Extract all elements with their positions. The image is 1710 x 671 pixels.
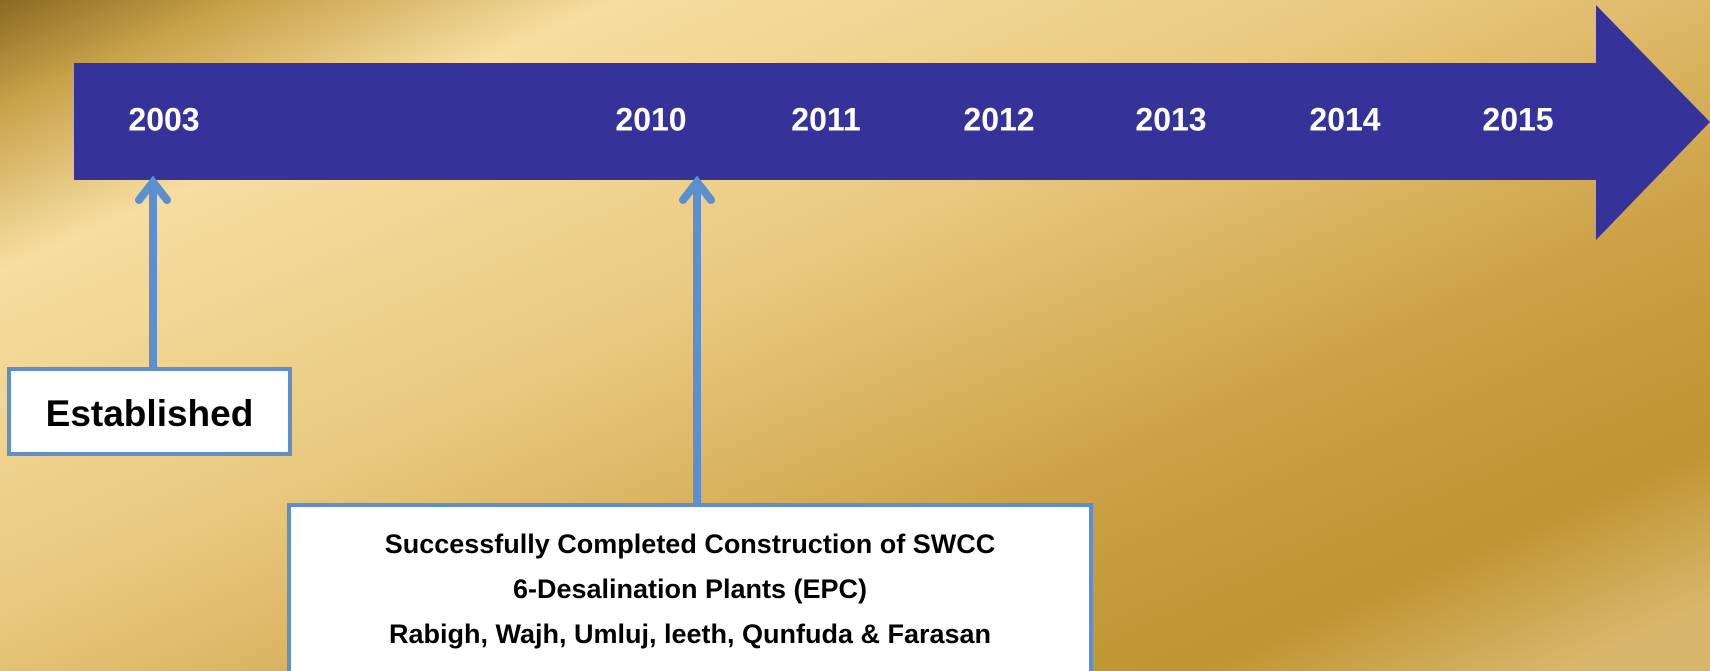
year-label: 2003 (128, 101, 199, 137)
event-text: Established (46, 393, 254, 434)
year-label: 2015 (1482, 101, 1553, 137)
event-box (7, 367, 292, 456)
event-text: Rabigh, Wajh, Umluj, leeth, Qunfuda & Fa… (389, 619, 991, 649)
pointer-arrow-head (679, 175, 715, 204)
timeline-arrow (74, 5, 1710, 240)
year-label: 2010 (615, 101, 686, 137)
event-text: 6-Desalination Plants (EPC) (513, 574, 867, 604)
event-text: Successfully Completed Construction of S… (385, 529, 996, 559)
event-box (287, 503, 1093, 671)
events: Established Successfully Completed Constr… (7, 175, 1093, 671)
year-labels: 2003 2010 2011 2012 2013 2014 2015 (128, 101, 1553, 137)
year-label: 2012 (963, 101, 1034, 137)
pointer-arrow-head (135, 175, 171, 204)
year-label: 2014 (1309, 101, 1380, 137)
year-label: 2013 (1135, 101, 1206, 137)
year-label: 2011 (791, 101, 860, 137)
